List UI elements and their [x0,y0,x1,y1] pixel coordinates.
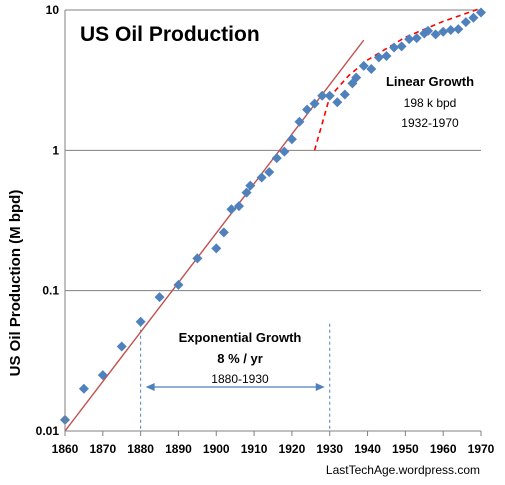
x-tick-label: 1920 [279,442,306,456]
data-point [286,134,297,145]
x-tick-label: 1890 [165,442,192,456]
data-point [389,42,400,53]
data-point [324,90,335,101]
data-point [256,172,267,183]
axes: 0.01 0.1 1 10 1860 1870 1880 1890 1900 1910 1920 19… [36,3,495,456]
x-tick-label: 1880 [127,442,154,456]
data-point [97,370,108,381]
data-point [294,116,305,127]
data-point [430,29,441,40]
x-tick-label: 1950 [392,442,419,456]
data-point [241,187,252,198]
x-tick-label: 1910 [241,442,268,456]
data-point [453,24,464,35]
data-point [173,279,184,290]
exponential-growth-annotation: Exponential Growth 8 % / yr 1880-1930 [179,330,302,386]
data-point [411,33,422,44]
fit-lines [64,7,482,432]
x-tick-label: 1860 [52,442,79,456]
linear-growth-period: 1932-1970 [401,116,459,130]
data-point [116,341,127,352]
data-point [317,90,328,101]
y-axis-label: US Oil Production (M bpd) [7,190,24,377]
guide-lines [140,323,331,431]
data-point [438,26,449,37]
x-tick-label: 1970 [468,442,495,456]
x-tick-label: 1930 [316,442,343,456]
data-point [233,201,244,212]
x-tick-label: 1900 [203,442,230,456]
data-point [279,146,290,157]
data-point [381,51,392,62]
period-arrow-left-head [145,383,155,391]
data-point [460,17,471,28]
data-points [60,7,486,425]
data-point [476,7,486,18]
exponential-growth-period: 1880-1930 [211,372,269,386]
data-point [271,153,282,164]
data-point [373,52,384,63]
data-point [366,63,377,74]
data-point [192,253,203,264]
data-point [309,98,320,109]
gridlines [65,9,481,292]
linear-growth-annotation: Linear Growth 198 k bpd 1932-1970 [386,74,474,130]
data-point [358,60,369,71]
linear-growth-title: Linear Growth [386,74,474,89]
y-tick-label: 0.1 [42,284,59,298]
chart-title: US Oil Production [80,23,260,46]
data-point [154,292,165,303]
period-arrow-right-head [315,383,325,391]
y-tick-label: 0.01 [36,424,60,438]
exponential-growth-title: Exponential Growth [179,330,302,345]
data-point [351,72,362,83]
data-point [396,41,407,52]
data-point [211,243,222,254]
data-point [78,383,89,394]
linear-growth-rate: 198 k bpd [404,96,457,110]
x-tick-label: 1940 [354,442,381,456]
y-tick-label: 1 [52,143,59,157]
data-point [468,12,479,23]
data-point [332,97,343,108]
data-point [135,316,146,327]
data-point [226,204,237,215]
data-point [245,180,256,191]
y-tick-label: 10 [46,3,60,17]
data-point [302,104,313,115]
data-point [339,89,350,100]
source-credit: LastTechAge.wordpress.com [326,463,480,477]
data-point [404,34,415,45]
x-tick-label: 1960 [430,442,457,456]
data-point [423,25,434,36]
data-point [445,25,456,36]
data-point [218,227,229,238]
exponential-growth-rate: 8 % / yr [217,351,263,366]
x-tick-label: 1870 [89,442,116,456]
data-point [264,167,275,178]
